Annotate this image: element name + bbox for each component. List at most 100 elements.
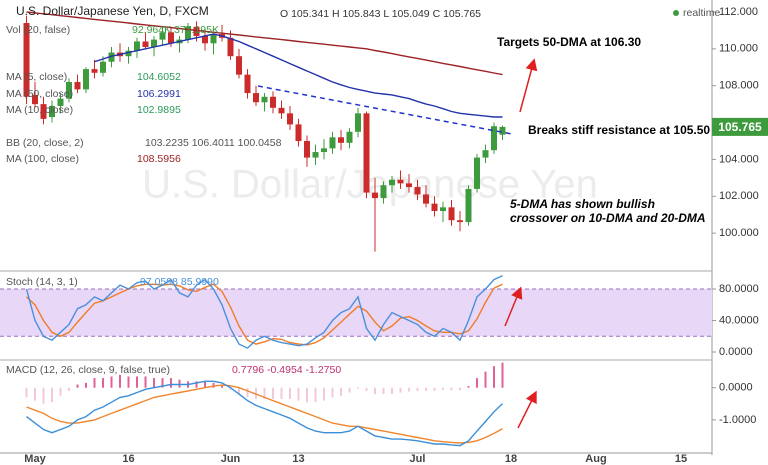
candle-body (329, 137, 336, 149)
histogram-bar (195, 381, 198, 388)
histogram-bar (59, 387, 62, 396)
histogram-bar (76, 384, 79, 388)
y-tick-label: 102.000 (719, 190, 759, 202)
histogram-bar (484, 371, 487, 388)
histogram-bar (68, 387, 70, 391)
histogram-bar (323, 387, 325, 401)
status: realtime (683, 7, 721, 19)
annotation: 5-DMA has shown bullish (510, 197, 655, 211)
histogram-bar (272, 387, 274, 399)
histogram-bar (289, 387, 291, 399)
indicator-label: MA (10, close) (6, 104, 73, 116)
indicator-label: MA (100, close) (6, 153, 79, 165)
y-tick-label: 108.000 (719, 80, 759, 92)
candle-body (210, 34, 217, 44)
y-tick-label: 110.000 (719, 43, 758, 55)
trendline (257, 85, 513, 135)
histogram-bar (246, 387, 249, 398)
y-tick-label: 104.000 (719, 153, 759, 165)
y-tick-label: 112.000 (719, 6, 758, 18)
y-tick-label: 0.0000 (719, 382, 753, 394)
candle-body (278, 107, 285, 114)
candle-body (100, 61, 106, 73)
candle-body (448, 207, 455, 221)
x-tick-label: 18 (505, 453, 517, 465)
histogram-bar (340, 387, 342, 396)
candle-body (134, 41, 140, 51)
candle-body (261, 96, 268, 103)
candle-body (168, 32, 174, 44)
candle-body (74, 82, 81, 90)
candle-body (125, 50, 132, 57)
y-tick-label: 40.0000 (719, 314, 759, 326)
annotation: crossover on 10-DMA and 20-DMA (510, 211, 706, 225)
candle-body (423, 194, 429, 204)
line (94, 33, 503, 118)
histogram-bar (493, 366, 495, 388)
candle-body (57, 98, 64, 106)
arrow (504, 286, 523, 327)
candle-body (253, 93, 259, 103)
candle-body (355, 113, 361, 132)
indicator-label: Vol (20, false) (6, 24, 70, 36)
indicator-value: 97.0598 85.9990 (140, 276, 219, 288)
candle-body (431, 203, 438, 212)
annotation: Targets 50-DMA at 106.30 (497, 35, 641, 49)
histogram-bar (42, 387, 45, 404)
candle-body (270, 96, 276, 108)
y-tick-label: -1.0000 (719, 414, 756, 426)
indicator-value: 92.964K 377.195K (132, 24, 219, 36)
histogram-bar (416, 387, 419, 391)
candle-body (91, 69, 98, 73)
histogram-bar (408, 387, 410, 392)
candle-body (108, 52, 115, 62)
candle-body (236, 56, 242, 75)
watermark: U.S. Dollar/Japanese Yen (142, 163, 598, 207)
arrow (519, 58, 538, 113)
candle-body (83, 69, 89, 90)
histogram-bar (153, 378, 155, 388)
histogram-bar (442, 387, 444, 390)
candle-body (397, 179, 404, 184)
histogram-bar (306, 387, 308, 403)
y-tick-label: 80.0000 (719, 283, 759, 295)
indicator-value: 104.6052 (137, 71, 181, 83)
histogram-bar (263, 387, 266, 399)
y-tick-label: 0.0000 (719, 346, 753, 358)
indicator-value: 102.9895 (137, 104, 181, 116)
candle-body (304, 140, 310, 158)
line (26, 283, 503, 346)
candle-body (321, 148, 327, 153)
histogram-bar (425, 387, 427, 391)
histogram-bar (204, 381, 206, 388)
indicator-label: MA (50, close) (6, 88, 73, 100)
candle-body (474, 157, 480, 189)
x-tick-label: Jul (410, 453, 426, 465)
histogram-bar (102, 378, 104, 388)
candle-body (312, 152, 319, 158)
candle-body (338, 137, 344, 143)
histogram-bar (433, 387, 436, 391)
candle-body (40, 104, 47, 119)
histogram-bar (229, 387, 232, 390)
candle-body (465, 188, 472, 223)
line (25, 274, 503, 349)
histogram-bar (170, 378, 172, 388)
candle-body (389, 179, 395, 186)
candle-body (193, 26, 200, 36)
histogram-bar (382, 387, 385, 395)
arrow (517, 390, 537, 429)
indicator-value: 106.2991 (137, 88, 181, 100)
histogram-bar (467, 386, 470, 388)
indicator-value: 108.5956 (137, 153, 181, 165)
histogram-bar (51, 387, 53, 403)
x-tick-label: Jun (221, 453, 241, 465)
annotation: Breaks stiff resistance at 105.50 (528, 123, 710, 137)
plot-layer: 112.000110.000108.000106.000104.000102.0… (0, 6, 768, 465)
histogram-bar (374, 387, 376, 395)
histogram-bar (34, 387, 36, 401)
histogram-bar (161, 378, 164, 388)
x-tick-label: 13 (292, 453, 304, 465)
histogram-bar (93, 378, 96, 388)
